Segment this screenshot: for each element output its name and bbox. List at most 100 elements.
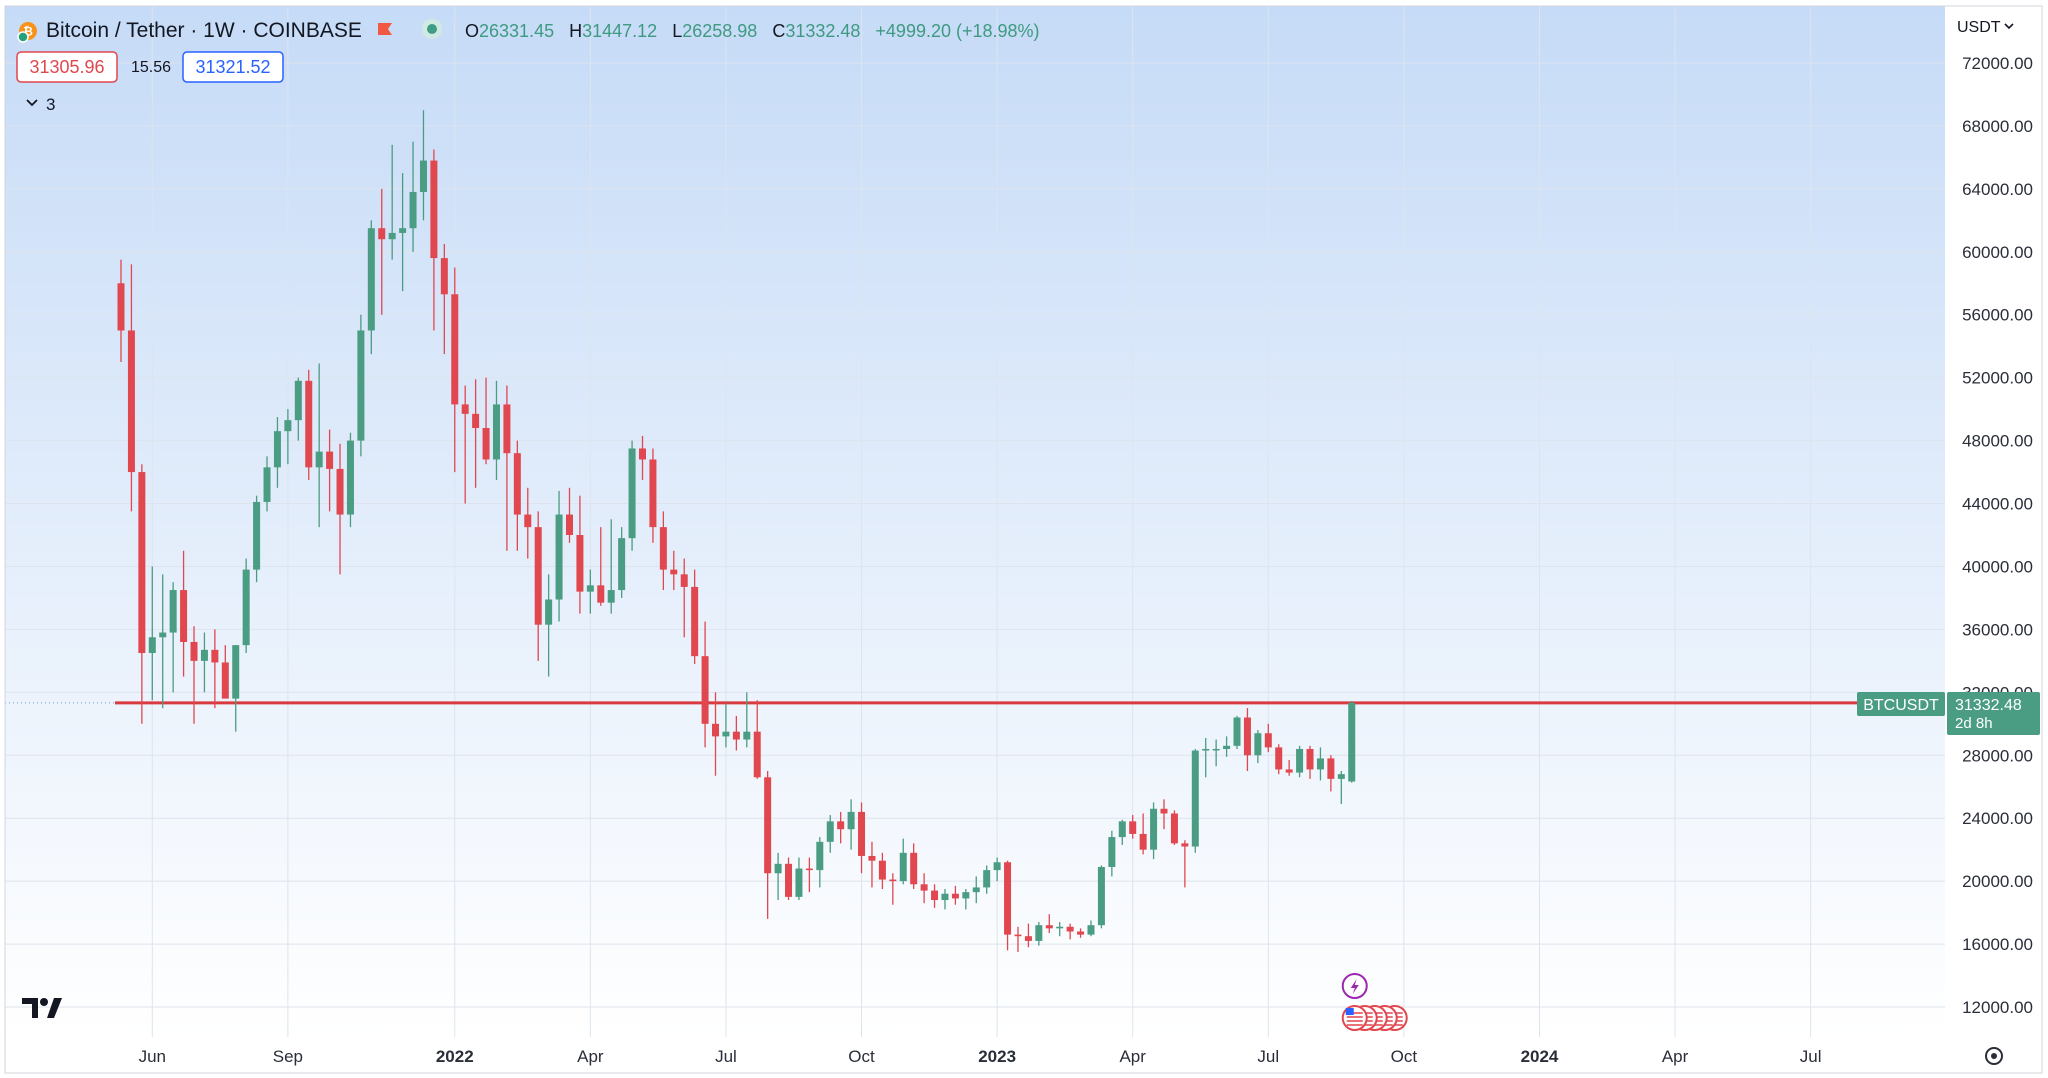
candle[interactable] [743,692,751,748]
candle[interactable] [993,857,1001,882]
candle[interactable] [1337,771,1345,805]
candle[interactable] [670,550,678,591]
candle[interactable] [941,889,949,910]
candle[interactable] [180,550,188,677]
candle[interactable] [263,456,271,512]
candle[interactable] [607,519,615,614]
candle[interactable] [899,838,907,885]
candle[interactable] [680,558,688,638]
candle[interactable] [805,857,813,893]
candle[interactable] [273,417,281,488]
candle[interactable] [753,700,761,779]
bid-ask-widget[interactable]: 31305.96 15.56 31321.52 [16,51,284,83]
candle[interactable] [346,432,354,528]
candle[interactable] [1254,730,1262,764]
candle[interactable] [691,569,699,665]
candle[interactable] [1316,747,1324,781]
candle[interactable] [513,440,521,551]
candle[interactable] [1243,708,1251,771]
candle[interactable] [659,511,667,591]
candle[interactable] [576,495,584,614]
candles[interactable] [117,110,1356,952]
candle[interactable] [628,440,636,551]
candle[interactable] [388,144,396,260]
candle[interactable] [586,569,594,614]
last-price-label[interactable]: BTCUSDT 31332.48 2d 8h [1857,692,2040,735]
candle[interactable] [920,873,928,904]
event-markers[interactable] [1341,973,1408,1031]
candle[interactable] [847,799,855,850]
candle[interactable] [492,380,500,480]
candle[interactable] [545,574,553,677]
candle[interactable] [732,715,740,751]
candle[interactable] [826,815,834,853]
candle[interactable] [1348,701,1356,783]
candle[interactable] [367,220,375,355]
candle[interactable] [597,527,605,606]
candle[interactable] [1066,923,1074,940]
candle[interactable] [524,487,532,559]
candle[interactable] [1264,723,1272,753]
candle[interactable] [951,885,959,905]
candle[interactable] [1004,860,1012,951]
candle[interactable] [1170,810,1178,845]
candle[interactable] [211,629,219,709]
candle[interactable] [1306,745,1314,779]
candle[interactable] [315,363,323,528]
candle[interactable] [774,852,782,901]
candle[interactable] [305,369,313,480]
candle[interactable] [357,314,365,457]
candle[interactable] [1097,865,1105,929]
candle[interactable] [555,490,563,622]
candle[interactable] [618,527,626,598]
candle[interactable] [785,857,793,901]
candle[interactable] [1202,737,1210,778]
lightning-event-icon[interactable] [1341,973,1368,999]
candle[interactable] [294,377,302,441]
candle[interactable] [1212,739,1220,767]
candle[interactable] [1035,922,1043,946]
candle[interactable] [1327,755,1335,792]
symbol-title[interactable]: Bitcoin / Tether · 1W · COINBASE [46,19,362,42]
candle[interactable] [1108,830,1116,877]
candle[interactable] [253,495,261,583]
candle[interactable] [1191,748,1199,853]
candle[interactable] [983,865,991,894]
candle[interactable] [242,558,250,653]
ask-button[interactable] [182,51,284,83]
candle[interactable] [1139,813,1147,855]
us-flag-event-icon[interactable] [1341,1005,1368,1031]
candle[interactable] [221,645,229,699]
candle[interactable] [1275,744,1283,775]
candle[interactable] [1087,920,1095,937]
candle[interactable] [1045,914,1053,934]
time-scale-background[interactable] [5,1037,2042,1073]
candle[interactable] [409,141,417,252]
indicators-toggle[interactable]: 3 [18,90,60,116]
candle[interactable] [148,566,156,701]
price-scale-background[interactable] [1945,6,2042,1037]
candle[interactable] [461,385,469,504]
bid-button[interactable] [16,51,118,83]
tradingview-logo-icon[interactable] [22,998,62,1018]
candle[interactable] [378,188,386,315]
candle[interactable] [816,837,824,888]
candle[interactable] [1118,819,1126,845]
candle[interactable] [169,582,177,693]
candle[interactable] [712,692,720,776]
candle[interactable] [482,377,490,465]
candle[interactable] [503,385,511,551]
candle[interactable] [200,632,208,693]
candle[interactable] [419,110,427,221]
candle[interactable] [117,259,125,362]
settings-gear-icon[interactable] [1985,1047,2003,1065]
candle[interactable] [764,771,772,919]
candle[interactable] [1285,759,1293,776]
candle[interactable] [639,435,646,480]
candle[interactable] [649,448,657,543]
candle[interactable] [1181,840,1189,888]
candle[interactable] [1296,745,1304,778]
candle[interactable] [1077,928,1085,938]
candle[interactable] [326,429,334,512]
currency-selector[interactable]: USDT [1957,19,2014,36]
